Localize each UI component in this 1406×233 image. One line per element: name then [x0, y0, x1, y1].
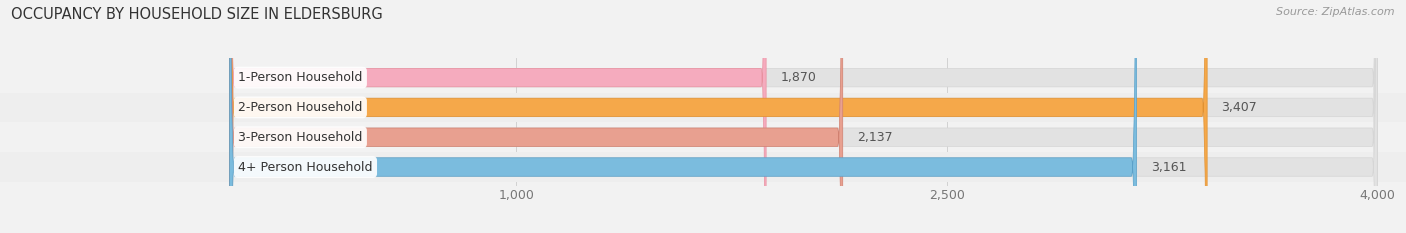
- Text: 4+ Person Household: 4+ Person Household: [238, 161, 373, 174]
- Text: 3,407: 3,407: [1222, 101, 1257, 114]
- Text: 3-Person Household: 3-Person Household: [238, 131, 363, 144]
- Text: 1,870: 1,870: [780, 71, 817, 84]
- FancyBboxPatch shape: [229, 0, 766, 233]
- Text: 3,161: 3,161: [1152, 161, 1187, 174]
- FancyBboxPatch shape: [229, 0, 1208, 233]
- Text: 2-Person Household: 2-Person Household: [238, 101, 363, 114]
- FancyBboxPatch shape: [0, 152, 1406, 182]
- Text: OCCUPANCY BY HOUSEHOLD SIZE IN ELDERSBURG: OCCUPANCY BY HOUSEHOLD SIZE IN ELDERSBUR…: [11, 7, 382, 22]
- FancyBboxPatch shape: [229, 0, 1378, 233]
- Text: Source: ZipAtlas.com: Source: ZipAtlas.com: [1277, 7, 1395, 17]
- FancyBboxPatch shape: [229, 0, 1378, 233]
- FancyBboxPatch shape: [229, 0, 1378, 233]
- Text: 2,137: 2,137: [858, 131, 893, 144]
- FancyBboxPatch shape: [0, 93, 1406, 122]
- FancyBboxPatch shape: [229, 0, 842, 233]
- FancyBboxPatch shape: [229, 0, 1378, 233]
- FancyBboxPatch shape: [229, 0, 1136, 233]
- Text: 1-Person Household: 1-Person Household: [238, 71, 363, 84]
